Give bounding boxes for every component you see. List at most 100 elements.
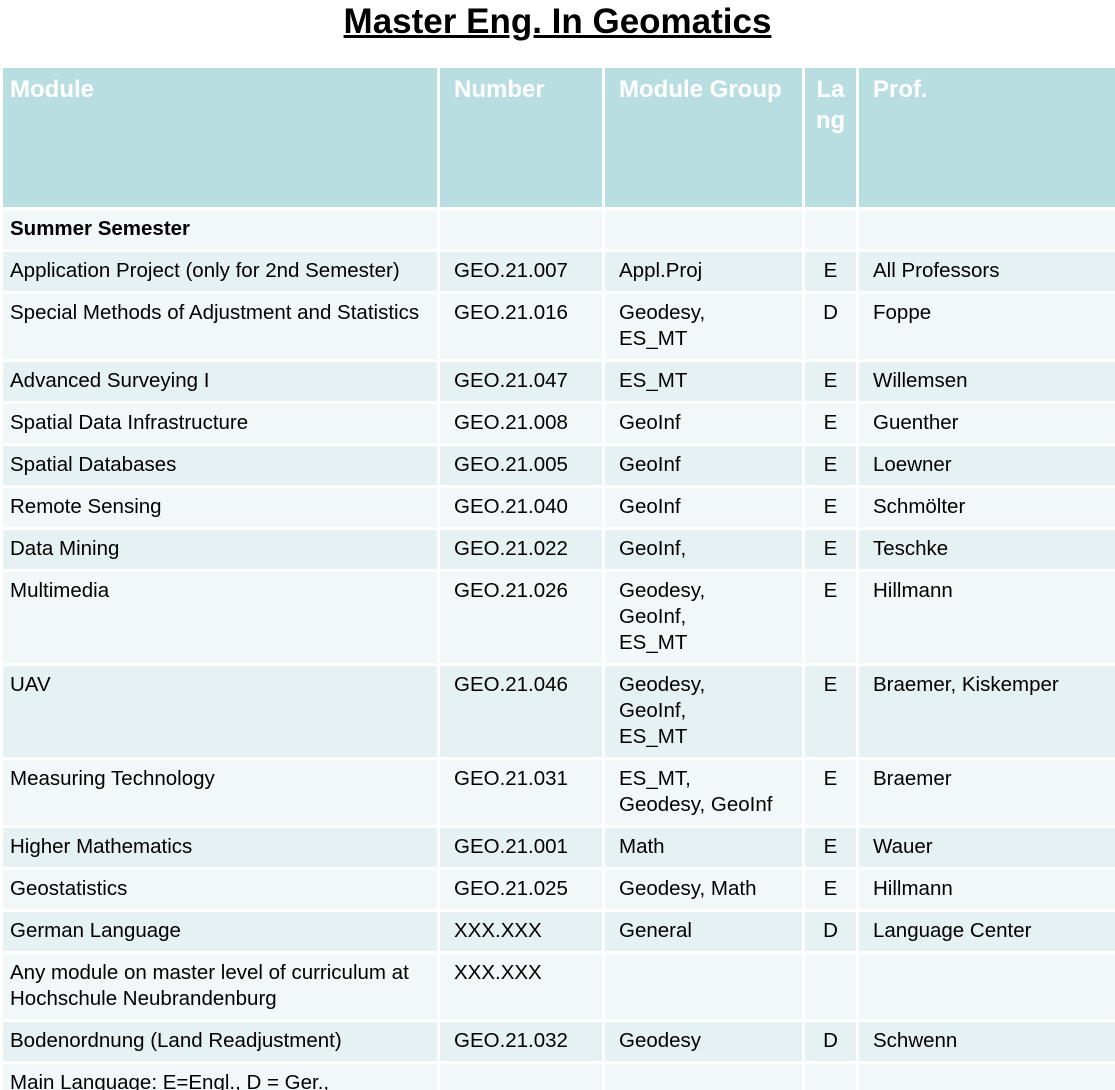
table-cell: Geodesy, GeoInf, ES_MT: [602, 569, 805, 666]
table-cell: Bodenordnung (Land Readjustment): [0, 1019, 440, 1064]
table-cell: GEO.21.007: [437, 249, 605, 294]
empty-cell: [602, 207, 805, 252]
table-row: Higher Mathematics GEO.21.001 Math E Wauer: [0, 825, 1115, 870]
table-cell: E: [802, 825, 859, 870]
table-cell: Guenther: [856, 401, 1115, 446]
table-cell: D: [802, 1019, 859, 1064]
column-header: Number: [437, 68, 605, 210]
table-cell: Geodesy, GeoInf, ES_MT: [602, 663, 805, 760]
table-cell: Higher Mathematics: [0, 825, 440, 870]
table-cell: Geodesy: [602, 1019, 805, 1064]
table-cell: Geodesy, ES_MT: [602, 291, 805, 362]
table-cell: Geodesy, Math: [602, 867, 805, 912]
table-row: German Language XXX.XXX General D Language C…: [0, 909, 1115, 954]
table-cell: Remote Sensing: [0, 485, 440, 530]
table-cell: GeoInf: [602, 485, 805, 530]
table-cell: Language Center: [856, 909, 1115, 954]
table-row: UAV GEO.21.046 Geodesy, GeoInf, ES_MT E Brae…: [0, 663, 1115, 760]
table-cell: GeoInf: [602, 443, 805, 488]
table-cell: GEO.21.022: [437, 527, 605, 572]
table-cell: Measuring Technology: [0, 757, 440, 828]
table-cell: Data Mining: [0, 527, 440, 572]
table-cell: GEO.21.026: [437, 569, 605, 666]
table-cell: UAV: [0, 663, 440, 760]
table-cell: Any module on master level of curriculum…: [0, 951, 440, 1022]
table-row: Spatial Data Infrastructure GEO.21.008 Geo…: [0, 401, 1115, 446]
section-label: Summer Semester: [0, 207, 440, 252]
table-cell: E: [802, 443, 859, 488]
empty-cell: [802, 1061, 859, 1090]
table-cell: XXX.XXX: [437, 951, 605, 1022]
table-cell: E: [802, 569, 859, 666]
module-table: Module Number Module Group Lang Prof. Summer…: [0, 68, 1115, 1090]
table-row: Special Methods of Adjustment and Statis…: [0, 291, 1115, 362]
table-cell: GeoInf,: [602, 527, 805, 572]
table-cell: Braemer: [856, 757, 1115, 828]
table-cell: Special Methods of Adjustment and Statis…: [0, 291, 440, 362]
table-cell: GeoInf: [602, 401, 805, 446]
table-row: Geostatistics GEO.21.025 Geodesy, Math E Hil…: [0, 867, 1115, 912]
column-header: Module: [0, 68, 440, 210]
column-header: Module Group: [602, 68, 805, 210]
table-cell: Teschke: [856, 527, 1115, 572]
table-cell: E: [802, 359, 859, 404]
empty-cell: [437, 1061, 605, 1090]
table-cell: Braemer, Kiskemper: [856, 663, 1115, 760]
footnote: Main Language: E=Engl., D = Ger.,: [0, 1061, 440, 1090]
table-cell: XXX.XXX: [437, 909, 605, 954]
table-cell: D: [802, 909, 859, 954]
table-row: Spatial Databases GEO.21.005 GeoInf E Loewne…: [0, 443, 1115, 488]
table-cell: ES_MT, Geodesy, GeoInf: [602, 757, 805, 828]
table-row: Remote Sensing GEO.21.040 GeoInf E Schmölter: [0, 485, 1115, 530]
table-cell: ES_MT: [602, 359, 805, 404]
table-cell: GEO.21.031: [437, 757, 605, 828]
table-cell: Multimedia: [0, 569, 440, 666]
table-row: Application Project (only for 2nd Semest…: [0, 249, 1115, 294]
table-row: Measuring Technology GEO.21.031 ES_MT, Geo…: [0, 757, 1115, 828]
table-cell: All Professors: [856, 249, 1115, 294]
table-cell: Hillmann: [856, 867, 1115, 912]
table-cell: Schwenn: [856, 1019, 1115, 1064]
table-cell: Math: [602, 825, 805, 870]
header-row: Module Number Module Group Lang Prof.: [0, 68, 1115, 210]
table-row: Main Language: E=Engl., D = Ger.,: [0, 1061, 1115, 1090]
empty-cell: [856, 207, 1115, 252]
table-row: Data Mining GEO.21.022 GeoInf, E Teschke: [0, 527, 1115, 572]
table-cell: Application Project (only for 2nd Semest…: [0, 249, 440, 294]
table-row: Summer Semester: [0, 207, 1115, 252]
empty-cell: [602, 1061, 805, 1090]
table-cell: GEO.21.001: [437, 825, 605, 870]
page-title: Master Eng. In Geomatics: [343, 2, 772, 41]
table-cell: [856, 951, 1115, 1022]
table-cell: GEO.21.046: [437, 663, 605, 760]
table-cell: Hillmann: [856, 569, 1115, 666]
table-cell: D: [802, 291, 859, 362]
table-cell: E: [802, 757, 859, 828]
table-cell: E: [802, 527, 859, 572]
table-cell: Foppe: [856, 291, 1115, 362]
table-cell: E: [802, 663, 859, 760]
table-cell: E: [802, 485, 859, 530]
table-cell: E: [802, 401, 859, 446]
column-header: Lang: [802, 68, 859, 210]
table-row: Multimedia GEO.21.026 Geodesy, GeoInf, ES_…: [0, 569, 1115, 666]
table-cell: GEO.21.005: [437, 443, 605, 488]
table-cell: GEO.21.025: [437, 867, 605, 912]
table-cell: Willemsen: [856, 359, 1115, 404]
table-cell: Appl.Proj: [602, 249, 805, 294]
table-cell: GEO.21.008: [437, 401, 605, 446]
table-cell: [802, 951, 859, 1022]
empty-cell: [802, 207, 859, 252]
table-cell: German Language: [0, 909, 440, 954]
table-cell: GEO.21.032: [437, 1019, 605, 1064]
table-row: Bodenordnung (Land Readjustment) GEO.21.0…: [0, 1019, 1115, 1064]
table-cell: [602, 951, 805, 1022]
table-cell: Loewner: [856, 443, 1115, 488]
table-row: Any module on master level of curriculum…: [0, 951, 1115, 1022]
table-cell: E: [802, 249, 859, 294]
table-cell: GEO.21.047: [437, 359, 605, 404]
table-cell: Spatial Data Infrastructure: [0, 401, 440, 446]
table-cell: GEO.21.016: [437, 291, 605, 362]
table-cell: Advanced Surveying I: [0, 359, 440, 404]
